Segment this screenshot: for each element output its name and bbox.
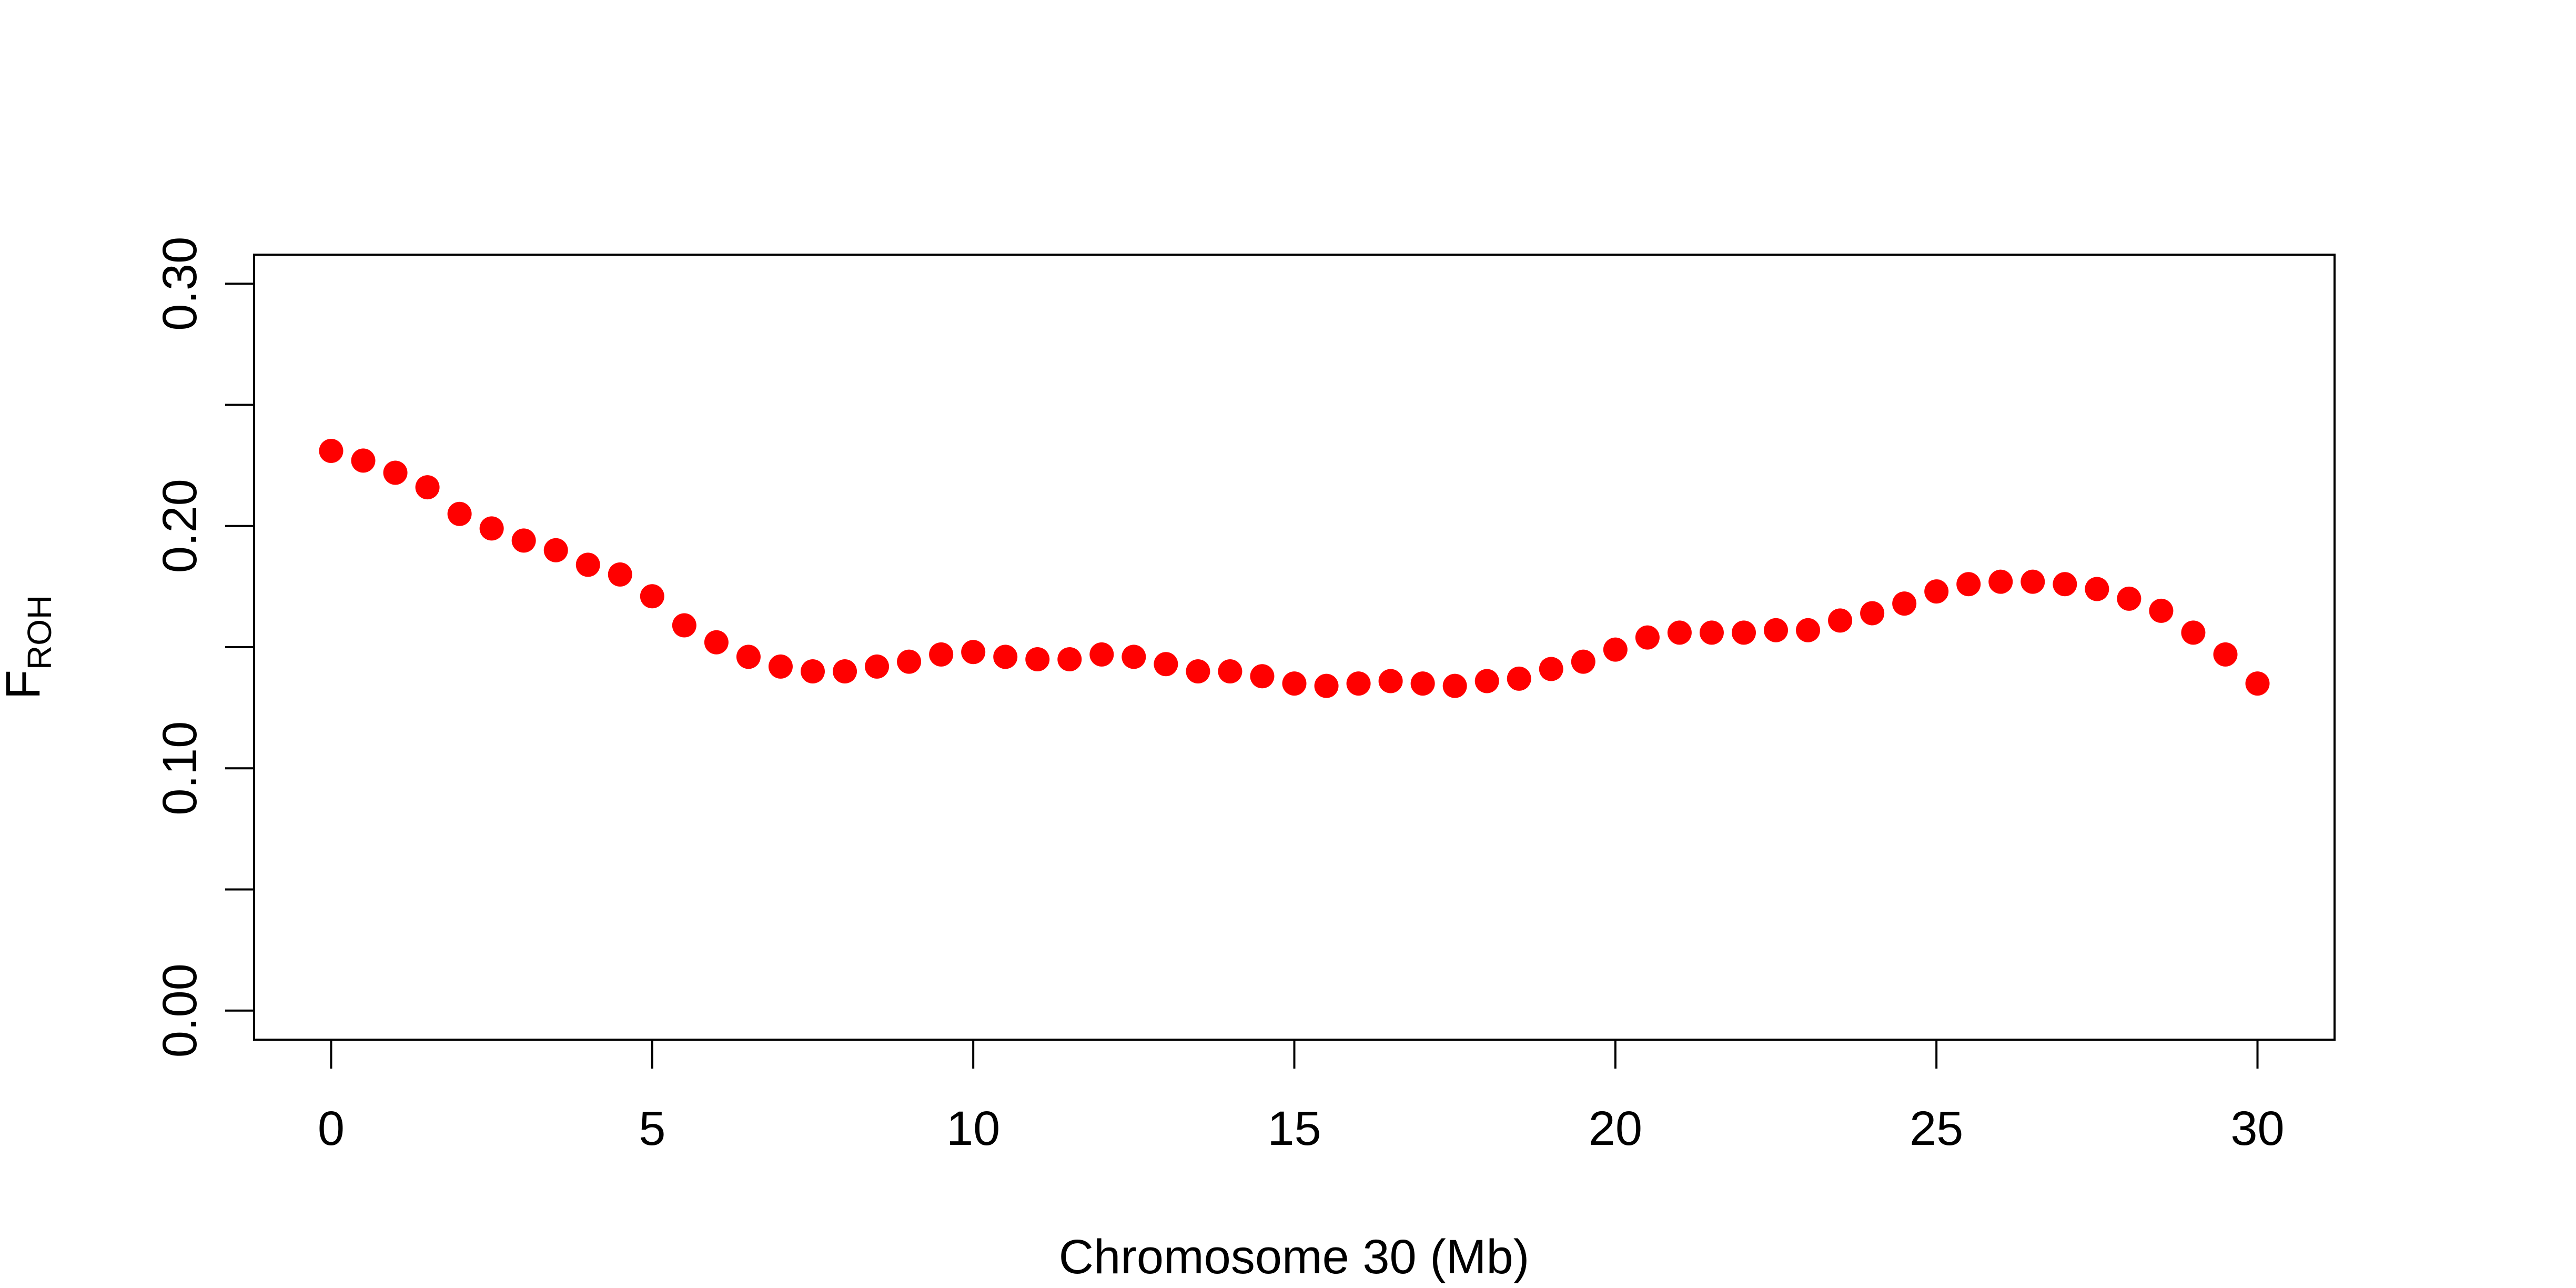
data-point [704,630,729,655]
data-point [1860,601,1885,626]
data-point [2053,572,2077,597]
y-axis-label-subscript: ROH [21,595,58,670]
y-axis: 0.00 0.10 0.20 0.30 [153,237,255,1058]
data-point [1282,671,1307,696]
data-point [768,654,793,679]
y-tick-label: 0.10 [153,721,207,816]
data-point [1956,572,1981,597]
data-point [2245,671,2270,696]
data-point [1025,647,1050,672]
data-point [2213,642,2238,667]
data-point [319,439,344,463]
data-point [1699,620,1724,645]
data-point [993,645,1018,669]
data-point [1603,637,1628,662]
data-point [1539,657,1563,681]
data-point [929,642,954,667]
data-point [1057,647,1082,672]
data-point [383,460,408,485]
data-point [833,659,857,684]
data-point [1764,618,1789,642]
data-point [640,584,664,609]
y-axis-label-main: F [0,670,50,699]
data-point [1507,666,1531,691]
data-point [800,659,825,684]
data-point [961,640,986,665]
data-point [2181,620,2206,645]
data-point [1924,579,1949,604]
data-point [672,613,696,638]
data-point [865,654,890,679]
data-point [511,528,536,553]
data-point [1474,669,1499,693]
data-point [575,552,600,577]
data-point [1988,569,2013,594]
y-tick-label: 0.00 [153,963,207,1058]
data-point [1796,618,1821,642]
plot-area-border [253,254,2336,1041]
x-tick-label: 5 [639,1102,665,1155]
data-point [1442,673,1467,698]
x-tick-label: 25 [1910,1102,1963,1155]
data-points [319,439,2270,698]
x-axis-label: Chromosome 30 (Mb) [1059,1230,1530,1284]
data-point [1892,591,1917,616]
data-point [1250,664,1275,689]
data-point [1571,649,1595,674]
data-point [608,562,632,587]
data-point [479,516,504,541]
data-point [2149,598,2174,623]
data-point [447,501,472,526]
data-point [2085,577,2109,601]
x-tick-label: 20 [1589,1102,1642,1155]
x-tick-label: 0 [318,1102,345,1155]
data-point [1410,671,1435,696]
data-point [1378,669,1403,693]
y-tick-label: 0.20 [153,479,207,573]
data-point [897,649,922,674]
data-point [1635,625,1660,650]
data-point [1828,608,1853,633]
data-point [1314,673,1339,698]
data-point [1218,659,1242,684]
data-point [736,645,761,669]
x-tick-label: 15 [1267,1102,1321,1155]
data-point [2021,569,2045,594]
data-point [1154,652,1178,677]
y-axis-label: FROH [0,595,58,699]
data-point [543,538,568,562]
data-point [1186,659,1210,684]
data-point [1089,642,1114,667]
data-point [1731,620,1756,645]
data-point [1667,620,1692,645]
x-tick-label: 30 [2230,1102,2284,1155]
data-point [1346,671,1371,696]
x-tick-label: 10 [946,1102,1000,1155]
data-point [415,475,440,500]
y-tick-label: 0.30 [153,237,207,331]
data-point [351,448,376,473]
x-axis: 0 5 10 15 20 25 30 [318,1039,2285,1155]
data-point [2117,586,2141,611]
data-point [1122,645,1146,669]
